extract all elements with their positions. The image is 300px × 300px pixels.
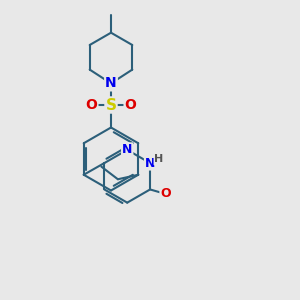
Text: N: N: [145, 157, 155, 169]
Text: S: S: [106, 98, 116, 112]
Text: O: O: [85, 98, 98, 112]
Text: O: O: [160, 188, 171, 200]
Text: N: N: [122, 143, 132, 156]
Text: O: O: [124, 98, 136, 112]
Text: H: H: [154, 154, 164, 164]
Text: N: N: [105, 76, 117, 90]
